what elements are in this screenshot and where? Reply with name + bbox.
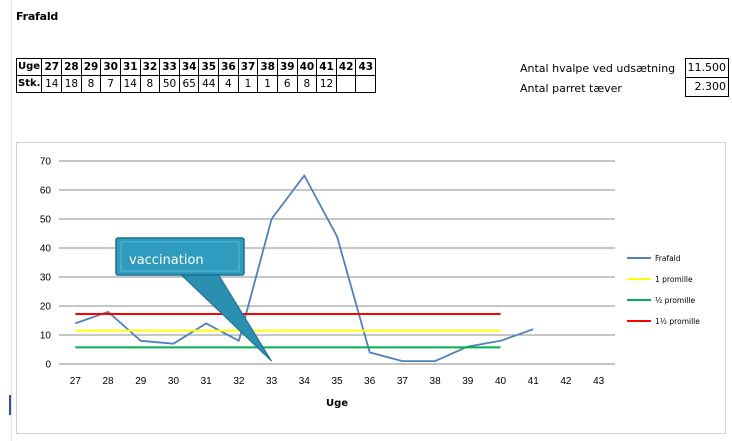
x-tick-label-33: 33 (266, 376, 278, 387)
week-cell-31[interactable]: 31 (119, 58, 141, 76)
count-cell-43[interactable] (355, 75, 377, 93)
puppies-label: Antal hvalpe ved udsætning (520, 62, 676, 75)
x-tick-label-34: 34 (299, 376, 311, 387)
week-cell-33[interactable]: 33 (159, 58, 180, 76)
week-cell-43[interactable]: 43 (355, 58, 377, 76)
count-cell-41[interactable]: 12 (316, 75, 337, 93)
week-cell-40[interactable]: 40 (296, 58, 318, 76)
week-cell-39[interactable]: 39 (276, 58, 298, 76)
week-header-row: Uge 27 28 29 30 31 32 33 34 35 36 37 38 39 40 41 42 43 (15, 58, 377, 76)
count-cell-36[interactable]: 4 (218, 75, 239, 93)
callout-inner-border (120, 241, 240, 272)
line-chart: 0 10 20 30 40 50 60 70 27 28 29 30 31 32 33 34 35 36 37 38 3… (40, 157, 700, 410)
sheet-selection-marker (9, 395, 11, 415)
count-cell-37[interactable]: 1 (237, 75, 259, 93)
x-tick-label-30: 30 (168, 376, 180, 387)
sheet-left-gridline (11, 0, 12, 441)
legend-label-1-promille: 1 promille (655, 275, 693, 284)
count-cell-30[interactable]: 7 (100, 75, 121, 93)
x-tick-label-41: 41 (528, 376, 540, 387)
week-cell-36[interactable]: 36 (218, 58, 239, 76)
y-tick-label-40: 40 (40, 244, 52, 255)
count-row: Stk. 14 18 8 7 14 8 50 65 44 4 1 1 6 8 12 (15, 75, 377, 93)
count-cell-28[interactable]: 18 (61, 75, 82, 93)
count-cell-38[interactable]: 1 (257, 75, 278, 93)
week-header-label[interactable]: Uge (15, 58, 43, 76)
count-cell-40[interactable]: 8 (296, 75, 318, 93)
count-cell-34[interactable]: 65 (178, 75, 200, 93)
week-cell-34[interactable]: 34 (178, 58, 200, 76)
count-cell-27[interactable]: 14 (41, 75, 63, 93)
week-cell-37[interactable]: 37 (237, 58, 259, 76)
count-cell-31[interactable]: 14 (119, 75, 141, 93)
week-cell-41[interactable]: 41 (316, 58, 337, 76)
mated-label: Antal parret tæver (520, 82, 622, 95)
count-cell-29[interactable]: 8 (80, 75, 102, 93)
x-axis-title: Uge (326, 398, 348, 409)
y-tick-label-10: 10 (40, 331, 52, 342)
week-table: Uge 27 28 29 30 31 32 33 34 35 36 37 38 39 40 41 42 43 S… (15, 58, 377, 93)
y-tick-label-20: 20 (40, 302, 52, 313)
sheet-title: Frafald (16, 10, 59, 23)
x-tick-label-31: 31 (201, 376, 213, 387)
count-cell-33[interactable]: 50 (159, 75, 180, 93)
x-tick-label-38: 38 (430, 376, 442, 387)
x-tick-label-35: 35 (331, 376, 343, 387)
x-tick-label-40: 40 (495, 376, 507, 387)
callout-vaccination-label: vaccination (129, 253, 204, 268)
count-cell-32[interactable]: 8 (139, 75, 161, 93)
x-tick-label-32: 32 (233, 376, 245, 387)
week-cell-38[interactable]: 38 (257, 58, 278, 76)
legend-label-1-promille: 1½ promille (655, 317, 700, 326)
x-tick-label-27: 27 (70, 376, 82, 387)
x-tick-label-29: 29 (135, 376, 147, 387)
x-tick-label-43: 43 (593, 376, 605, 387)
y-tick-label-0: 0 (45, 360, 51, 371)
puppies-value-cell[interactable]: 11.500 (685, 58, 729, 78)
week-cell-29[interactable]: 29 (80, 58, 102, 76)
x-tick-label-36: 36 (364, 376, 376, 387)
week-cell-28[interactable]: 28 (61, 58, 82, 76)
count-cell-35[interactable]: 44 (198, 75, 220, 93)
x-tick-label-39: 39 (462, 376, 474, 387)
week-cell-27[interactable]: 27 (41, 58, 63, 76)
x-tick-label-37: 37 (397, 376, 409, 387)
count-row-label[interactable]: Stk. (15, 75, 43, 93)
y-tick-label-30: 30 (40, 273, 52, 284)
count-cell-39[interactable]: 6 (276, 75, 298, 93)
week-cell-30[interactable]: 30 (100, 58, 121, 76)
week-cell-42[interactable]: 42 (335, 58, 357, 76)
count-cell-42[interactable] (335, 75, 357, 93)
x-tick-label-42: 42 (560, 376, 572, 387)
week-cell-35[interactable]: 35 (198, 58, 220, 76)
y-tick-label-70: 70 (40, 157, 52, 168)
legend-label-frafald: Frafald (655, 254, 681, 263)
legend-label-promille: ½ promille (655, 296, 695, 305)
x-tick-label-28: 28 (102, 376, 114, 387)
callout-box (115, 237, 245, 276)
mated-value-cell[interactable]: 2.300 (685, 78, 729, 97)
y-tick-label-60: 60 (40, 186, 52, 197)
chart-area[interactable]: 0 10 20 30 40 50 60 70 27 28 29 30 31 32 33 34 35 36 37 38 3… (16, 142, 726, 434)
y-tick-label-50: 50 (40, 215, 52, 226)
week-cell-32[interactable]: 32 (139, 58, 161, 76)
